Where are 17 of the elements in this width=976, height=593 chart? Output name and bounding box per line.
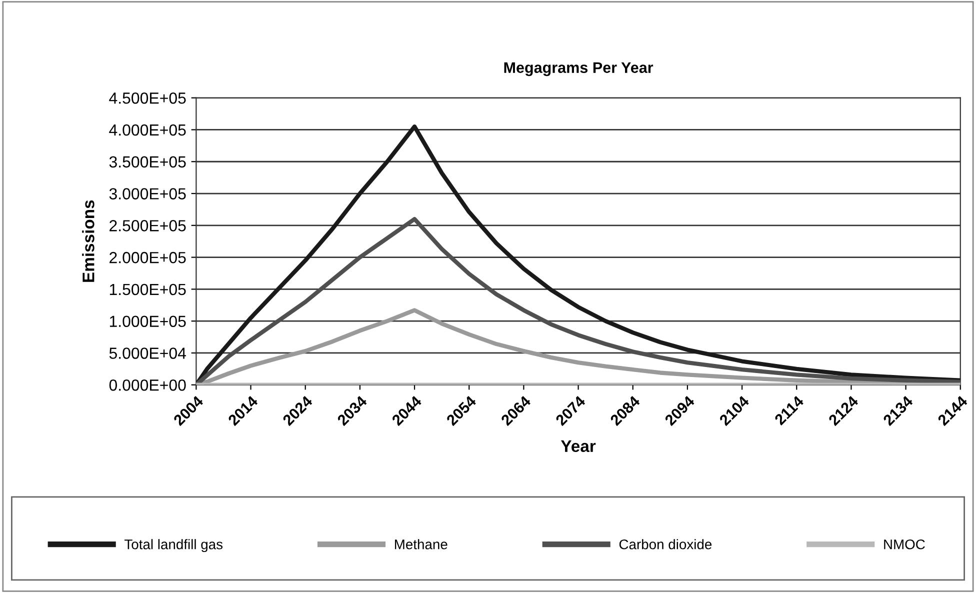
y-tick-label: 2.000E+05: [110, 252, 186, 264]
y-tick-label: 3.000E+05: [109, 188, 186, 200]
chart-title: Megagrams Per Year: [504, 62, 654, 76]
x-axis-title: Year: [560, 440, 596, 452]
y-tick-label: 5.000E+04: [109, 348, 186, 359]
y-tick-label: 3.500E+05: [109, 156, 186, 168]
legend-label: Total landfill gas: [124, 539, 223, 552]
legend-label: Carbon dioxide: [619, 539, 712, 550]
y-axis-title: Emissions: [82, 200, 94, 282]
legend-label: NMOC: [884, 539, 925, 550]
y-tick-label: 0.000E+00: [109, 379, 186, 391]
y-tick-label: 1.000E+05: [110, 316, 186, 328]
y-tick-label: 4.500E+05: [109, 92, 186, 104]
legend-label: Methane: [394, 539, 448, 550]
y-tick-label: 1.500E+05: [110, 284, 186, 296]
y-tick-label: 2.500E+05: [110, 220, 186, 232]
y-tick-label: 4.000E+05: [109, 124, 186, 136]
